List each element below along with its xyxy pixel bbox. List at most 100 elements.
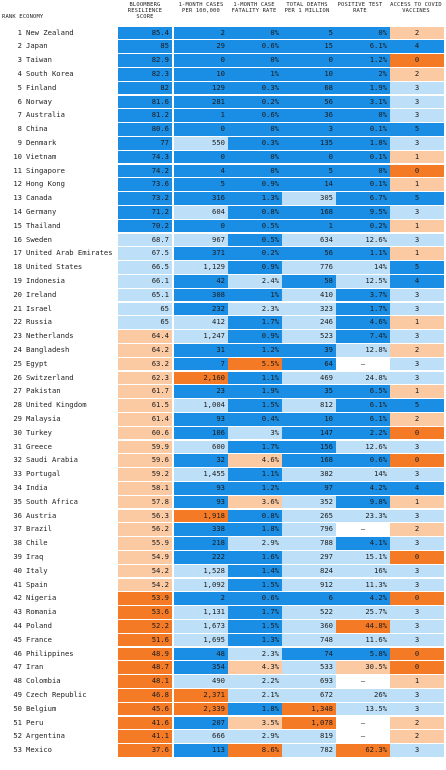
cfr-cell: 2.9% (228, 730, 282, 743)
vaccines-cell: 0 (390, 647, 444, 661)
positive-cell: 4.6% (336, 316, 390, 329)
positive-cell: 2% (336, 67, 390, 81)
vaccines-cell: 2 (390, 26, 444, 40)
economy-cell: Canada (26, 193, 52, 203)
deaths-cell: 135 (282, 136, 336, 150)
table-row: 5 Finland 82 129 0.3% 68 1.9% 3 (0, 81, 446, 95)
deaths-cell: 58 (282, 274, 336, 288)
table-row: 43 Romania 53.6 1,131 1.7% 522 25.7% 3 (0, 606, 446, 620)
table-row: 28 United Kingdom 61.5 1,004 1.5% 812 6.1% 5 (0, 399, 446, 413)
positive-cell: – (336, 357, 390, 371)
table-row: 38 Chile 55.9 218 2.9% 788 4.1% 3 (0, 537, 446, 551)
rank-cell: 30 (13, 427, 22, 437)
positive-cell: 16% (336, 564, 390, 578)
cfr-cell: 0% (228, 150, 282, 164)
vaccines-cell: 2 (390, 730, 444, 743)
deaths-cell: 634 (282, 233, 336, 247)
positive-cell: 1.8% (336, 136, 390, 150)
rank-cell: 37 (13, 524, 22, 534)
economy-cell: Philippines (26, 648, 74, 658)
economy-cell: Turkey (26, 427, 52, 437)
deaths-cell: 74 (282, 647, 336, 661)
rank-cell: 44 (13, 620, 22, 630)
table-row: 42 Nigeria 53.9 2 0.6% 6 4.2% 0 (0, 592, 446, 606)
vaccines-cell: 2 (390, 716, 444, 730)
economy-cell: Argentina (26, 731, 65, 741)
cases-cell: 129 (174, 81, 228, 95)
cases-cell: 7 (174, 357, 228, 371)
cfr-cell: 0.4% (228, 412, 282, 426)
rank-cell: 6 (17, 96, 22, 106)
vaccines-cell: 1 (390, 219, 444, 233)
score-cell: 45.6 (118, 702, 172, 716)
cfr-cell: 0.9% (228, 178, 282, 191)
score-cell: 61.7 (118, 385, 172, 398)
positive-cell: 6.1% (336, 412, 390, 426)
table-row: 1 New Zealand 85.4 2 0% 5 0% 2 (0, 26, 446, 40)
deaths-cell: 533 (282, 661, 336, 674)
deaths-cell: 788 (282, 537, 336, 550)
rank-cell: 21 (13, 303, 22, 313)
deaths-cell: 97 (282, 481, 336, 495)
cases-cell: 604 (174, 205, 228, 219)
economy-cell: Russia (26, 317, 52, 327)
cases-cell: 967 (174, 233, 228, 247)
vaccines-cell: 3 (390, 302, 444, 316)
vaccines-cell: 5 (390, 123, 444, 136)
vaccines-cell: 3 (390, 440, 444, 454)
vaccines-cell: 3 (390, 357, 444, 371)
economy-cell: Switzerland (26, 372, 74, 382)
table-row: 44 Poland 52.2 1,673 1.5% 360 44.8% 3 (0, 619, 446, 633)
table-row: 50 Belgium 45.6 2,339 1.8% 1,348 13.5% 3 (0, 702, 446, 716)
cases-cell: 106 (174, 426, 228, 440)
score-cell: 37.6 (118, 744, 172, 757)
cfr-cell: 1.1% (228, 468, 282, 481)
rank-cell: 10 (13, 151, 22, 161)
rank-cell: 43 (13, 607, 22, 617)
economy-cell: Saudi Arabia (26, 455, 78, 465)
score-cell: 80.6 (118, 123, 172, 136)
vaccines-cell: 5 (390, 261, 444, 274)
table-row: 52 Argentina 41.1 666 2.9% 819–2 (0, 730, 446, 744)
score-cell: 53.9 (118, 592, 172, 605)
score-cell: 71.2 (118, 205, 172, 219)
vaccines-cell: 3 (390, 744, 444, 757)
cases-cell: 23 (174, 385, 228, 398)
score-cell: 67.5 (118, 247, 172, 260)
economy-cell: Denmark (26, 137, 57, 147)
table-row: 48 Colombia 48.1 490 2.2% 693–1 (0, 675, 446, 689)
score-cell: 81.2 (118, 109, 172, 122)
cfr-cell: 1.7% (228, 606, 282, 619)
deaths-cell: 782 (282, 744, 336, 757)
deaths-cell: 352 (282, 495, 336, 509)
positive-cell: – (336, 716, 390, 730)
score-cell: 48.1 (118, 675, 172, 688)
score-cell: 68.7 (118, 233, 172, 247)
cases-cell: 2 (174, 26, 228, 40)
score-cell: 64.4 (118, 330, 172, 343)
economy-cell: Bangladesh (26, 344, 70, 354)
rank-cell: 12 (13, 179, 22, 189)
positive-cell: 1.7% (336, 302, 390, 316)
score-cell: 59.6 (118, 454, 172, 467)
rank-cell: 48 (13, 676, 22, 686)
table-row: 29 Malaysia 61.4 93 0.4% 10 6.1% 2 (0, 412, 446, 426)
score-cell: 73.2 (118, 192, 172, 205)
table-row: 27 Pakistan 61.7 23 1.9% 35 6.5% 1 (0, 385, 446, 399)
deaths-cell: 776 (282, 261, 336, 274)
economy-cell: India (26, 482, 48, 492)
cases-cell: 1,673 (174, 619, 228, 633)
positive-cell: 62.3% (336, 744, 390, 757)
cfr-cell: 0.8% (228, 509, 282, 523)
deaths-cell: 265 (282, 509, 336, 523)
vaccines-cell: 1 (390, 150, 444, 164)
cfr-cell: 1.6% (228, 550, 282, 564)
positive-cell: 23.3% (336, 509, 390, 523)
table-row: 19 Indonesia 66.1 42 2.4% 58 12.5% 4 (0, 274, 446, 288)
vaccines-cell: 0 (390, 661, 444, 674)
deaths-cell: 3 (282, 123, 336, 136)
table-row: 20 Ireland 65.1 308 1% 410 3.7% 3 (0, 288, 446, 302)
table-header: RANK ECONOMY BLOOMBERG RESILIENCE SCORE … (0, 0, 446, 26)
table-row: 34 India 58.1 93 1.2% 97 4.2% 4 (0, 481, 446, 495)
cases-cell: 32 (174, 454, 228, 467)
